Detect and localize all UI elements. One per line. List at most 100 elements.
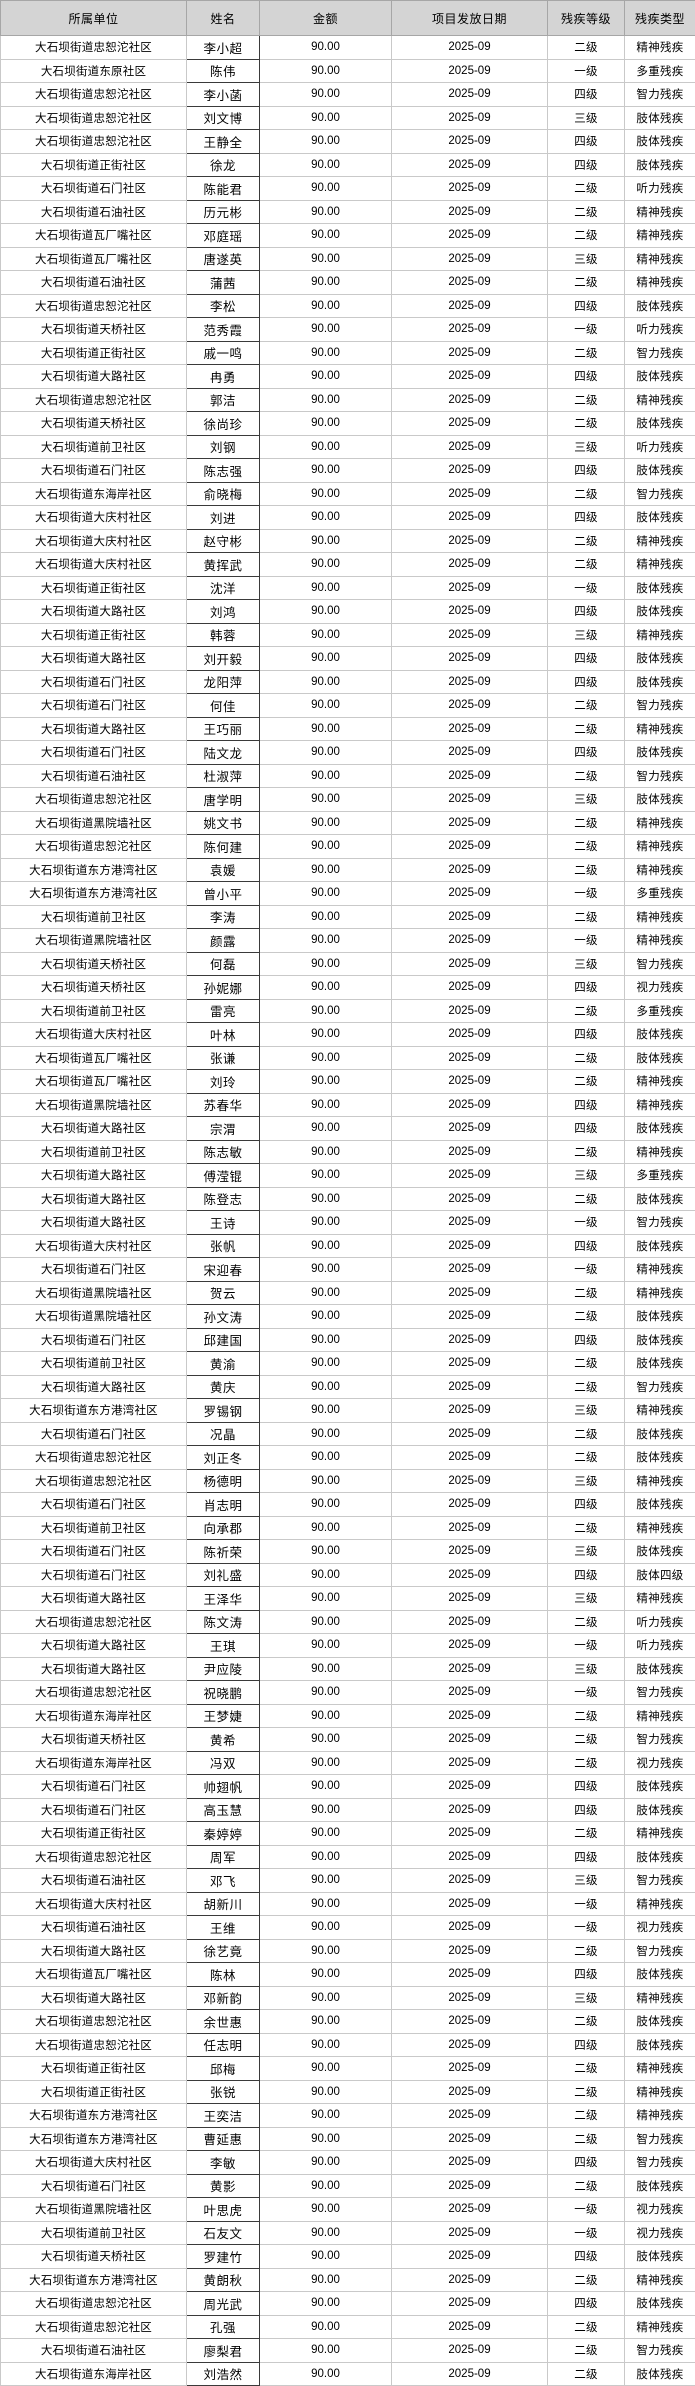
cell-amount: 90.00 [260, 1681, 392, 1705]
cell-name: 邓飞 [187, 1869, 260, 1893]
cell-name: 宋迎春 [187, 1258, 260, 1282]
cell-level: 二级 [548, 811, 625, 835]
cell-date: 2025-09 [392, 2174, 548, 2198]
cell-name: 罗锡钢 [187, 1399, 260, 1423]
cell-level: 四级 [548, 1093, 625, 1117]
cell-unit: 大石坝街道大庆村社区 [1, 2151, 187, 2175]
cell-amount: 90.00 [260, 1963, 392, 1987]
cell-level: 二级 [548, 717, 625, 741]
cell-type: 精神残疾 [625, 2104, 695, 2128]
cell-amount: 90.00 [260, 435, 392, 459]
cell-level: 二级 [548, 482, 625, 506]
cell-unit: 大石坝街道瓦厂嘴社区 [1, 247, 187, 271]
cell-level: 二级 [548, 1281, 625, 1305]
cell-type: 智力残疾 [625, 83, 695, 107]
cell-date: 2025-09 [392, 1892, 548, 1916]
cell-level: 二级 [548, 2268, 625, 2292]
cell-unit: 大石坝街道忠恕沱社区 [1, 1681, 187, 1705]
cell-level: 一级 [548, 882, 625, 906]
cell-date: 2025-09 [392, 1751, 548, 1775]
cell-level: 二级 [548, 1728, 625, 1752]
cell-date: 2025-09 [392, 1234, 548, 1258]
cell-name: 刘正冬 [187, 1446, 260, 1470]
cell-name: 李小菡 [187, 83, 260, 107]
cell-amount: 90.00 [260, 2080, 392, 2104]
cell-name: 王静全 [187, 130, 260, 154]
cell-unit: 大石坝街道正街社区 [1, 623, 187, 647]
cell-unit: 大石坝街道大路社区 [1, 1211, 187, 1235]
cell-level: 二级 [548, 200, 625, 224]
cell-unit: 大石坝街道东方港湾社区 [1, 882, 187, 906]
cell-amount: 90.00 [260, 647, 392, 671]
cell-type: 精神残疾 [625, 1399, 695, 1423]
cell-name: 徐艺竟 [187, 1939, 260, 1963]
cell-type: 智力残疾 [625, 952, 695, 976]
cell-unit: 大石坝街道东方港湾社区 [1, 858, 187, 882]
cell-type: 智力残疾 [625, 1211, 695, 1235]
cell-level: 二级 [548, 1352, 625, 1376]
cell-level: 二级 [548, 1822, 625, 1846]
cell-name: 邓新韵 [187, 1986, 260, 2010]
cell-unit: 大石坝街道石门社区 [1, 1798, 187, 1822]
cell-level: 二级 [548, 2174, 625, 2198]
cell-unit: 大石坝街道黑院墙社区 [1, 1093, 187, 1117]
cell-amount: 90.00 [260, 811, 392, 835]
cell-amount: 90.00 [260, 506, 392, 530]
cell-unit: 大石坝街道天桥社区 [1, 1728, 187, 1752]
cell-date: 2025-09 [392, 858, 548, 882]
cell-name: 陈祈荣 [187, 1540, 260, 1564]
cell-date: 2025-09 [392, 1117, 548, 1141]
cell-unit: 大石坝街道忠恕沱社区 [1, 294, 187, 318]
cell-amount: 90.00 [260, 1399, 392, 1423]
cell-level: 二级 [548, 1046, 625, 1070]
cell-date: 2025-09 [392, 764, 548, 788]
cell-type: 肢体残疾 [625, 1845, 695, 1869]
cell-level: 三级 [548, 788, 625, 812]
cell-date: 2025-09 [392, 1328, 548, 1352]
cell-type: 精神残疾 [625, 929, 695, 953]
cell-unit: 大石坝街道大路社区 [1, 1187, 187, 1211]
cell-type: 听力残疾 [625, 177, 695, 201]
cell-unit: 大石坝街道黑院墙社区 [1, 811, 187, 835]
cell-level: 二级 [548, 1446, 625, 1470]
cell-unit: 大石坝街道大路社区 [1, 1164, 187, 1188]
cell-unit: 大石坝街道石门社区 [1, 177, 187, 201]
cell-type: 肢体残疾 [625, 1023, 695, 1047]
cell-level: 二级 [548, 1516, 625, 1540]
cell-unit: 大石坝街道石油社区 [1, 1916, 187, 1940]
cell-amount: 90.00 [260, 788, 392, 812]
cell-name: 帅翅帆 [187, 1775, 260, 1799]
cell-type: 肢体残疾 [625, 2174, 695, 2198]
cell-date: 2025-09 [392, 2245, 548, 2269]
cell-level: 四级 [548, 1963, 625, 1987]
cell-amount: 90.00 [260, 2198, 392, 2222]
cell-date: 2025-09 [392, 482, 548, 506]
cell-name: 陈志强 [187, 459, 260, 483]
cell-name: 徐龙 [187, 153, 260, 177]
cell-date: 2025-09 [392, 412, 548, 436]
cell-unit: 大石坝街道石油社区 [1, 271, 187, 295]
cell-type: 智力残疾 [625, 1728, 695, 1752]
cell-unit: 大石坝街道忠恕沱社区 [1, 1845, 187, 1869]
cell-name: 姚文书 [187, 811, 260, 835]
cell-unit: 大石坝街道黑院墙社区 [1, 1281, 187, 1305]
cell-type: 精神残疾 [625, 811, 695, 835]
cell-amount: 90.00 [260, 1375, 392, 1399]
cell-amount: 90.00 [260, 1493, 392, 1517]
cell-name: 周光武 [187, 2292, 260, 2316]
cell-level: 二级 [548, 1422, 625, 1446]
cell-level: 四级 [548, 130, 625, 154]
